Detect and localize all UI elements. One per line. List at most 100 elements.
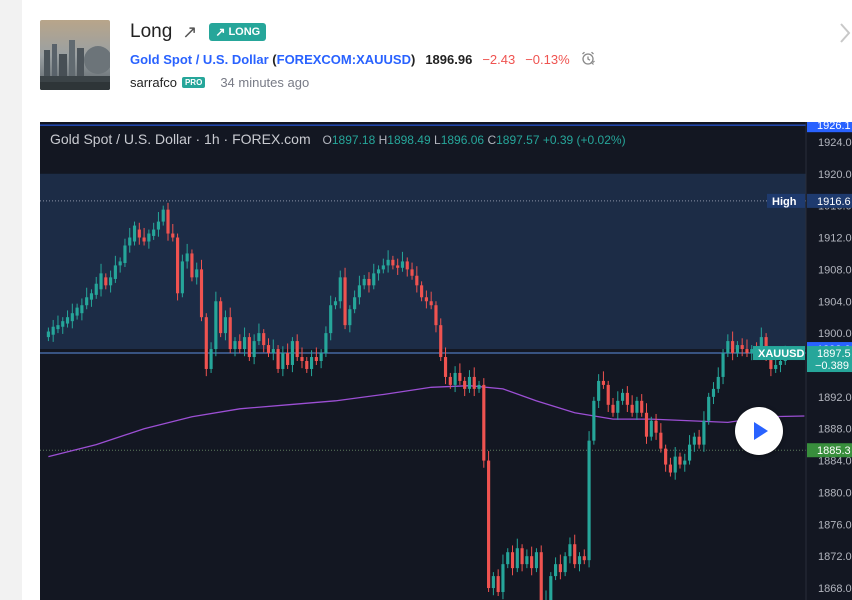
candle [774,364,778,369]
candle [735,345,739,354]
candle [333,301,338,306]
candle [587,440,591,561]
price-marker-tag [807,193,852,208]
open-label: O [322,133,332,147]
candle [420,285,424,298]
candle [142,237,146,242]
play-button[interactable] [735,407,783,455]
y-tick-label: 1884.0 [818,456,852,468]
exchange-symbol-link[interactable]: FOREXCOM:XAUUSD [276,51,411,67]
candle [683,460,687,465]
candle [396,265,400,268]
candle [156,221,161,230]
candle [707,396,711,421]
candle [654,420,658,433]
candle [357,285,361,298]
symbol-name-link[interactable]: Gold Spot / U.S. Dollar [130,51,269,67]
candle [692,436,696,445]
y-tick-label: 1912.0 [818,233,852,245]
candle [467,376,472,389]
candle [233,341,237,350]
candle [204,317,208,369]
candle [769,357,773,369]
candle [195,269,199,278]
candle [367,278,371,286]
candle [597,380,601,401]
y-tick-label: 1872.0 [818,551,852,563]
high-label: H [378,133,388,147]
candle [453,372,457,385]
candle [611,404,615,413]
last-price: 1896.96 [425,51,473,67]
idea-title[interactable]: Long [130,21,173,42]
candle [391,259,395,266]
candle [147,233,151,242]
candle [228,317,232,350]
y-tick-label: 1868.0 [818,583,852,595]
candle [625,392,629,405]
candle [166,209,170,234]
candle [448,376,452,385]
candle [123,245,127,264]
candle [94,283,98,295]
ohlc-values: O1897.18 H1898.49 L1896.06 C1897.57 +0.3… [323,133,626,147]
close-label: C [487,133,497,147]
candle [726,341,730,354]
candle [99,273,103,290]
candle [118,261,122,266]
price-change: −2.43 [482,51,516,67]
candle [702,420,706,445]
candle [276,349,280,369]
candle [405,261,409,270]
price-marker-value: 1926.1 [817,122,851,132]
price-marker-tag [807,443,852,458]
candle [128,237,132,246]
y-tick-label: 1876.0 [818,519,852,531]
candle [640,400,644,413]
candle [400,261,405,268]
candle [46,331,50,338]
candle [65,317,70,324]
candle [429,301,433,306]
trend-arrow-icon: ↗ [182,21,198,42]
candle [558,564,562,573]
candle [242,337,247,350]
candle [252,341,256,358]
candle [176,237,180,294]
candle [104,277,108,286]
candle [238,341,242,350]
candle [329,305,333,334]
candle [525,556,529,565]
candle [415,275,419,286]
candle [424,297,428,302]
price-marker-change: −0.389 [815,360,849,372]
candle [664,448,668,465]
candle [649,420,653,437]
candle [324,333,328,354]
candle [750,349,754,354]
candle [85,297,89,306]
chevron-right-icon[interactable] [838,20,852,53]
y-tick-label: 1880.0 [818,487,852,499]
price-chart[interactable]: 1924.01920.01916.01912.01908.01904.01900… [40,122,852,600]
author-thumbnail[interactable] [40,20,110,90]
arrow-up-right-icon: ↗ [215,25,226,39]
candle [171,233,175,238]
alarm-clock-icon[interactable] [580,50,596,69]
candle [338,277,342,302]
candle [75,307,79,316]
candle [491,576,495,589]
change-value: +0.39 (+0.02%) [542,133,626,147]
candle [56,325,60,330]
candle [410,269,414,276]
candle [223,317,228,334]
candle [501,564,505,593]
candlestick-chart: 1924.01920.01916.01912.01908.01904.01900… [40,122,852,600]
candle [568,544,572,557]
author-name[interactable]: sarrafco [130,74,177,90]
left-sidebar-strip [0,0,23,600]
paren-close: ) [410,51,416,67]
y-tick-label: 1892.0 [818,392,852,404]
candle [281,353,285,369]
candle [687,444,692,461]
